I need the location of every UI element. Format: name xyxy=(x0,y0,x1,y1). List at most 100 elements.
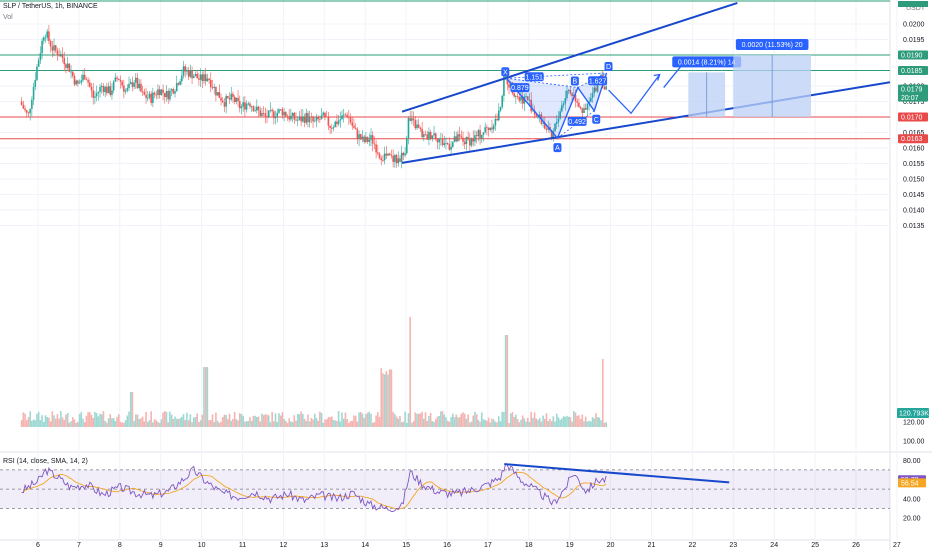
volume-bar xyxy=(554,421,556,427)
candle-body xyxy=(465,136,468,145)
candle-body xyxy=(145,94,147,98)
candle-body xyxy=(388,153,391,156)
volume-bar xyxy=(578,415,580,427)
candle-body xyxy=(477,130,480,137)
harmonic-ratio-line xyxy=(506,77,578,88)
volume-bar xyxy=(296,413,299,427)
candle-body xyxy=(579,106,582,109)
volume-bar xyxy=(489,422,492,427)
candle-body xyxy=(520,96,522,101)
candle-body xyxy=(377,152,379,154)
volume-bar xyxy=(305,421,308,427)
volume-bar xyxy=(339,421,342,427)
volume-bar xyxy=(269,422,272,427)
volume-bar xyxy=(291,422,294,427)
time-tick-label: 10 xyxy=(198,542,206,549)
candle-body xyxy=(215,86,217,96)
candle-body xyxy=(470,138,473,146)
volume-bar xyxy=(141,416,144,427)
candle-body xyxy=(319,119,321,120)
volume-bar xyxy=(375,415,377,427)
volume-bar xyxy=(201,414,204,427)
volume-bar xyxy=(32,419,35,427)
time-tick-label: 24 xyxy=(770,542,778,549)
candle-body xyxy=(399,158,401,163)
volume-bar xyxy=(284,420,287,427)
volume-bar xyxy=(390,369,393,427)
time-tick-label: 13 xyxy=(320,542,328,549)
candle-body xyxy=(351,122,354,126)
target-label: 0.0020 (11.53%) 20 xyxy=(742,42,803,49)
candle-body xyxy=(77,80,79,84)
candle-body xyxy=(249,103,251,107)
candle-body xyxy=(199,74,202,80)
candle-body xyxy=(482,132,485,135)
volume-bar xyxy=(402,421,405,427)
volume-bar xyxy=(179,418,181,427)
candle-body xyxy=(204,74,207,82)
candle-body xyxy=(572,94,575,97)
candle-body xyxy=(356,129,359,139)
candle-body xyxy=(290,115,292,120)
volume-bar xyxy=(586,421,589,427)
volume-bar xyxy=(491,418,493,427)
volume-bar xyxy=(353,415,355,427)
volume-bar xyxy=(324,419,326,427)
candle-body xyxy=(440,138,442,140)
candle-body xyxy=(264,113,267,117)
candle-body xyxy=(179,81,181,85)
volume-bar xyxy=(225,415,227,427)
volume-bar xyxy=(117,414,120,427)
volume-bar xyxy=(341,412,343,427)
candle-body xyxy=(266,116,268,118)
price-tick-label: 0.0160 xyxy=(903,146,925,153)
volume-bar xyxy=(317,420,319,427)
candle-body xyxy=(192,76,195,79)
rsi-label: RSI (14, close, SMA, 14, 2) xyxy=(3,458,88,465)
volume-bar xyxy=(526,417,529,427)
harmonic-point-label: X xyxy=(503,69,508,76)
volume-bar xyxy=(470,421,473,427)
candle-body xyxy=(544,122,546,129)
volume-bar xyxy=(155,420,158,427)
candle-body xyxy=(138,83,141,89)
volume-bar xyxy=(576,415,578,427)
volume-bar xyxy=(279,415,282,427)
candle-body xyxy=(515,96,517,98)
candle-body xyxy=(370,135,372,140)
volume-bar xyxy=(210,420,212,427)
candle-body xyxy=(31,99,33,109)
volume-bar xyxy=(220,421,222,427)
candle-body xyxy=(54,45,57,51)
price-badge xyxy=(898,134,928,144)
candle-body xyxy=(479,130,481,139)
candle-body xyxy=(99,86,101,92)
volume-bar xyxy=(329,417,331,427)
volume-bar xyxy=(351,420,354,427)
candle-body xyxy=(68,63,71,72)
volume-bar xyxy=(89,412,91,427)
candle-body xyxy=(528,99,531,101)
time-tick-label: 11 xyxy=(239,542,246,549)
candle-body xyxy=(581,108,584,113)
volume-bar xyxy=(175,418,178,427)
harmonic-point-badge xyxy=(501,67,510,77)
harmonic-point-badge xyxy=(604,61,613,71)
candle-body xyxy=(346,114,348,117)
candle-body xyxy=(133,82,135,87)
candle-body xyxy=(153,92,156,95)
volume-bar xyxy=(75,422,77,427)
volume-bar xyxy=(129,392,132,427)
candle-body xyxy=(324,112,326,117)
candle-body xyxy=(233,96,236,102)
volume-bar xyxy=(73,419,76,427)
candle-body xyxy=(172,89,175,94)
volume-bar xyxy=(267,415,270,427)
candle-body xyxy=(41,40,43,54)
candle-body xyxy=(428,132,430,140)
candle-body xyxy=(336,121,338,125)
volume-bar xyxy=(114,421,117,427)
candle-body xyxy=(494,118,497,126)
time-tick-label: 7 xyxy=(77,542,81,549)
